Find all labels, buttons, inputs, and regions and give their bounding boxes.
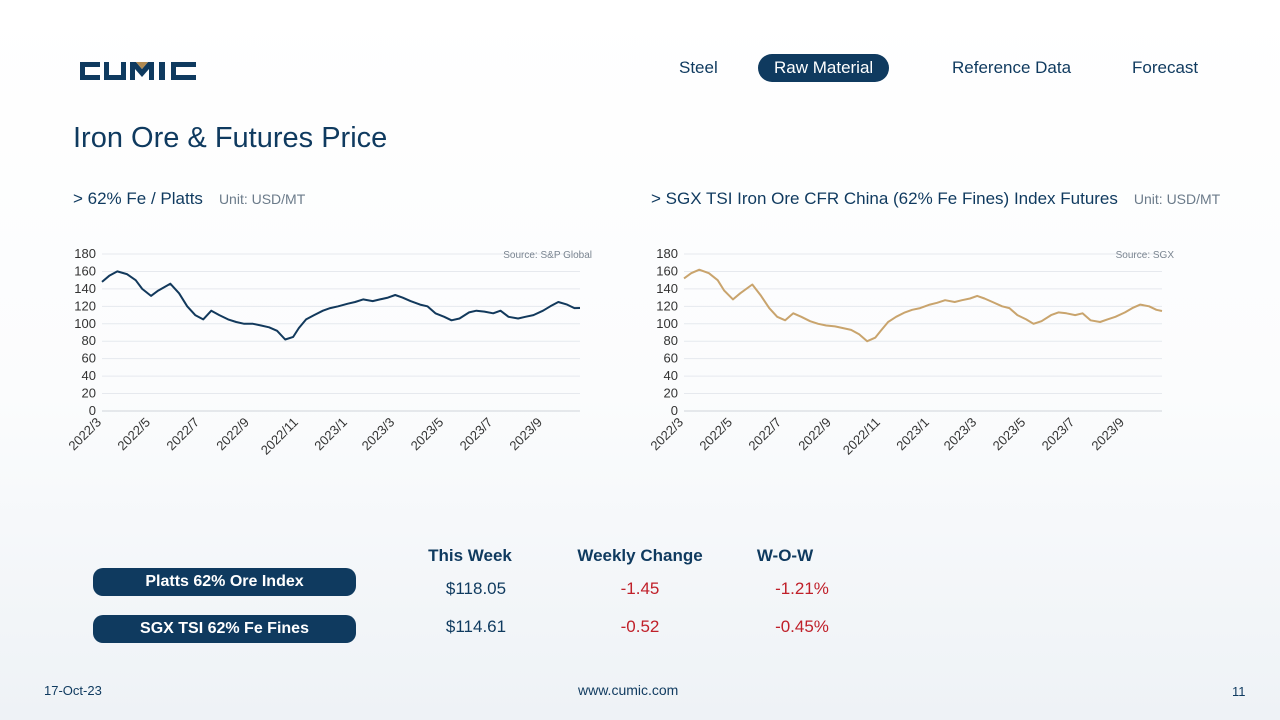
section-heading-text: > 62% Fe / Platts [73,189,203,208]
header-weekly-change: Weekly Change [577,546,703,565]
y-tick-label: 60 [82,351,96,366]
y-tick-label: 160 [656,263,678,278]
header-this-week: This Week [428,546,512,565]
cumic-logo [80,62,196,80]
y-tick-label: 40 [664,368,678,383]
x-tick-label: 2022/3 [647,415,686,454]
sgx-this-week: $114.61 [445,617,507,636]
x-tick-label: 2022/7 [163,415,202,454]
source-label: Source: SGX [1116,250,1175,261]
source-label: Source: S&P Global [503,250,592,261]
page-title: Iron Ore & Futures Price [73,122,388,154]
nav-raw-material[interactable]: Raw Material [758,54,890,82]
y-tick-label: 80 [82,333,96,348]
x-tick-label: 2022/9 [213,415,252,454]
x-tick-label: 2023/7 [457,415,496,454]
nav-forecast[interactable]: Forecast [1132,58,1199,77]
y-tick-label: 120 [656,298,678,313]
y-tick-label: 0 [89,403,96,418]
x-tick-label: 2023/1 [893,415,932,454]
footer-website[interactable]: www.cumic.com [578,682,679,698]
x-tick-label: 2022/5 [696,415,735,454]
y-tick-label: 20 [82,386,96,401]
price-series-line [683,268,1163,343]
footer-date: 17-Oct-23 [44,683,102,698]
x-tick-label: 2023/7 [1039,415,1078,454]
unit-label: Unit: USD/MT [1133,191,1221,207]
y-tick-label: 40 [82,368,96,383]
section-heading-text: > SGX TSI Iron Ore CFR China (62% Fe Fin… [651,189,1118,208]
section-heading-sgx: > SGX TSI Iron Ore CFR China (62% Fe Fin… [651,189,1220,209]
top-navigation: Steel Raw Material Reference Data Foreca… [0,53,1280,83]
y-tick-label: 80 [664,333,678,348]
x-tick-label: 2023/9 [1088,415,1127,454]
row-label-sgx: SGX TSI 62% Fe Fines [93,615,356,643]
y-tick-label: 100 [74,316,96,331]
x-tick-label: 2022/11 [840,415,883,458]
x-tick-label: 2023/9 [506,415,545,454]
x-tick-label: 2022/5 [114,415,153,454]
row-label-platts: Platts 62% Ore Index [93,568,356,596]
x-tick-label: 2023/5 [990,415,1029,454]
x-tick-label: 2023/3 [941,415,980,454]
y-tick-label: 120 [74,298,96,313]
x-tick-label: 2023/3 [359,415,398,454]
y-tick-label: 0 [671,403,678,418]
x-tick-label: 2022/9 [795,415,834,454]
nav-reference-data[interactable]: Reference Data [952,58,1072,77]
sgx-wow: -0.45% [775,617,829,636]
price-series-line [101,270,581,341]
platts-wow: -1.21% [775,579,829,598]
x-tick-label: 2022/3 [65,415,104,454]
y-tick-label: 160 [74,263,96,278]
sgx-futures-price-chart: 0 20 40 60 80 100 120 140 160 180 2022/3 2022/5 2022… [647,246,1175,458]
x-tick-label: 2023/1 [311,415,350,454]
header-wow: W-O-W [756,546,814,565]
platts-this-week: $118.05 [445,579,507,598]
x-tick-label: 2022/7 [745,415,784,454]
y-tick-label: 20 [664,386,678,401]
platts-price-chart: 0 20 40 60 80 100 120 140 160 180 2022/3 2022/5 2022… [65,246,592,458]
x-tick-label: 2023/5 [408,415,447,454]
unit-label: Unit: USD/MT [218,191,306,207]
page-number: 11 [1232,684,1246,699]
y-tick-label: 180 [74,246,96,261]
y-tick-label: 100 [656,316,678,331]
y-tick-label: 140 [74,281,96,296]
sgx-weekly-change: -0.52 [620,617,660,636]
y-tick-label: 180 [656,246,678,261]
nav-steel[interactable]: Steel [679,58,718,77]
y-tick-label: 60 [664,351,678,366]
section-heading-platts: > 62% Fe / Platts Unit: USD/MT [73,189,305,209]
x-tick-label: 2022/11 [258,415,301,458]
y-tick-label: 140 [656,281,678,296]
platts-weekly-change: -1.45 [620,579,660,598]
